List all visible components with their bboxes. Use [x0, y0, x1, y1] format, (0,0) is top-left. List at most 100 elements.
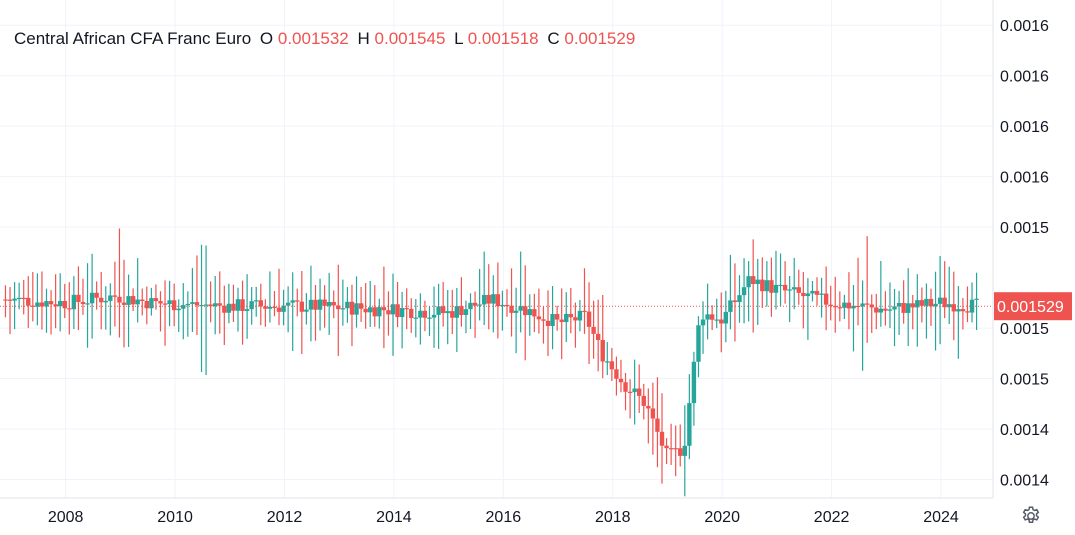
candle-body	[687, 403, 692, 446]
x-tick-label: 2014	[376, 509, 412, 526]
candle-body	[860, 303, 865, 307]
candle-body	[746, 276, 751, 288]
candle-body	[254, 300, 259, 302]
candle-body	[276, 307, 282, 312]
candle-body	[614, 369, 619, 379]
candle-body	[814, 290, 820, 295]
low-value: 0.001518	[467, 29, 539, 48]
candle-body	[89, 292, 95, 304]
time-axis[interactable]: 2008 2010 2012 2014 2016 2018 2020 2022 2024	[48, 509, 959, 526]
candle-body	[35, 302, 40, 307]
candle-body	[304, 309, 309, 312]
candle-body	[217, 303, 222, 306]
candle-body	[741, 287, 747, 296]
candle-body	[290, 300, 295, 303]
price-axis[interactable]: 0.0016 0.0016 0.0016 0.0016 0.0015 0.0015 0.00…	[1000, 18, 1049, 489]
candle-body	[700, 319, 706, 326]
candle-body	[345, 301, 350, 309]
candle-body	[691, 361, 697, 404]
candle-body	[842, 302, 847, 308]
candle-body	[545, 320, 551, 327]
candle-body	[57, 300, 63, 307]
candle-body	[650, 408, 656, 419]
candle-body	[436, 306, 441, 315]
close-label: C	[547, 29, 560, 48]
candle-body	[285, 302, 291, 306]
candle-body	[308, 299, 314, 310]
candle-body	[714, 319, 719, 321]
candle-body	[80, 302, 86, 305]
candles	[3, 228, 979, 497]
candle-body	[582, 310, 587, 313]
candle-body	[627, 391, 633, 393]
candle-body	[823, 293, 829, 305]
candle-body	[468, 302, 473, 310]
candle-body	[226, 303, 232, 313]
candle-body	[445, 311, 450, 314]
candle-body	[358, 303, 364, 309]
candle-body	[336, 305, 341, 310]
candle-body	[85, 303, 90, 305]
candle-body	[523, 306, 528, 316]
candle-body	[509, 305, 514, 313]
candle-body	[924, 298, 929, 306]
ohlc-legend: Central African CFA Franc Euro O 0.00153…	[14, 29, 635, 49]
candle-body	[851, 305, 856, 309]
candle-body	[153, 298, 159, 302]
candle-body	[377, 307, 382, 317]
candle-body	[212, 303, 218, 307]
candle-body	[99, 297, 104, 303]
candle-body	[409, 308, 414, 319]
y-tick-label: 0.0016	[1000, 18, 1049, 35]
candle-body	[586, 311, 592, 327]
candle-body	[655, 418, 660, 432]
candle-body	[272, 306, 277, 309]
gear-icon[interactable]	[1020, 505, 1042, 527]
high-value: 0.001545	[374, 29, 446, 48]
candle-body	[231, 303, 236, 311]
candle-body	[263, 306, 268, 309]
candle-body	[974, 298, 979, 300]
candle-body	[39, 302, 45, 307]
candle-body	[618, 378, 624, 383]
candle-body	[331, 301, 336, 306]
candle-body	[167, 300, 172, 305]
candle-body	[668, 448, 674, 450]
candle-body	[199, 304, 204, 307]
candle-body	[874, 307, 879, 313]
candle-body	[176, 308, 181, 311]
candle-body	[431, 314, 437, 318]
candle-body	[600, 340, 605, 362]
candle-body	[181, 305, 186, 309]
candle-body	[185, 303, 191, 306]
low-label: L	[454, 29, 463, 48]
candle-body	[486, 294, 491, 304]
candle-body	[878, 308, 884, 313]
candle-body	[418, 310, 423, 318]
candle-body	[947, 304, 952, 308]
candle-body	[295, 300, 300, 302]
candle-body	[71, 294, 77, 310]
candle-body	[349, 301, 355, 315]
candle-body	[910, 303, 915, 308]
y-tick-label: 0.0014	[1000, 422, 1049, 439]
candle-body	[965, 311, 970, 313]
x-tick-label: 2022	[814, 509, 850, 526]
candle-body	[504, 304, 510, 307]
candle-body	[532, 309, 537, 317]
candle-body	[896, 302, 902, 307]
candle-body	[121, 302, 127, 305]
candle-body	[21, 297, 26, 300]
candle-body	[67, 308, 72, 310]
candle-body	[62, 300, 67, 309]
candle-body	[960, 309, 966, 312]
candle-body	[915, 300, 920, 308]
candle-body	[76, 294, 81, 303]
candle-body	[386, 310, 391, 315]
y-tick-label: 0.0016	[1000, 69, 1049, 86]
candle-body	[550, 313, 555, 327]
candle-body	[810, 290, 815, 294]
candle-body	[208, 304, 213, 307]
candle-body	[427, 317, 432, 319]
